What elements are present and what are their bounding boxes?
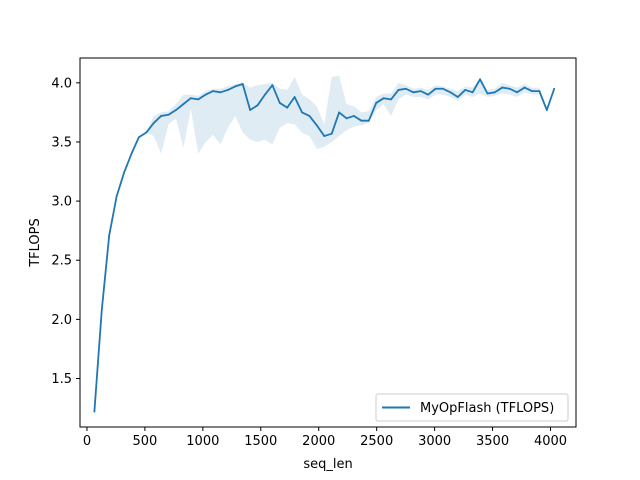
x-tick-label: 2500 [360, 434, 393, 449]
data-point [264, 93, 266, 96]
data-point [137, 136, 140, 139]
data-point [486, 92, 489, 95]
series-0-band [94, 75, 555, 412]
y-tick-label: 2.0 [51, 313, 72, 328]
data-point [449, 91, 452, 94]
data-point [360, 119, 363, 122]
data-point [501, 86, 504, 89]
x-tick-label: 1000 [186, 434, 219, 449]
y-tick-label: 1.5 [51, 372, 72, 387]
data-point [404, 87, 407, 90]
data-point [538, 90, 541, 93]
data-point [175, 109, 177, 111]
data-point [167, 113, 170, 116]
data-point [123, 171, 125, 174]
data-point [241, 83, 244, 85]
data-point [545, 109, 548, 111]
data-point [419, 90, 422, 93]
data-point [182, 103, 185, 106]
x-tick-label: 0 [83, 434, 91, 449]
y-tick-label: 4.0 [51, 76, 72, 91]
x-tick-label: 2000 [302, 434, 335, 449]
data-point [189, 97, 192, 100]
y-tick-label: 3.5 [51, 135, 72, 150]
data-point [204, 93, 207, 96]
data-point [367, 119, 370, 122]
data-point [434, 87, 437, 90]
legend-label: MyOpFlash (TFLOPS) [420, 401, 554, 416]
data-point [382, 97, 385, 100]
data-point [197, 98, 200, 101]
data-point [286, 106, 289, 109]
confidence-band-layer [94, 75, 555, 412]
data-point [330, 132, 333, 135]
data-point [353, 115, 355, 117]
data-point [427, 93, 430, 96]
series-line-layer [93, 78, 556, 413]
data-point [397, 89, 400, 91]
data-point [456, 96, 459, 98]
x-tick-label: 4000 [534, 434, 567, 449]
data-point [493, 91, 496, 94]
data-point [100, 309, 103, 311]
data-point [315, 124, 318, 127]
data-point [390, 98, 392, 101]
x-tick-label: 3000 [418, 434, 451, 449]
data-point [375, 102, 378, 104]
data-point [516, 91, 519, 94]
data-point [523, 86, 526, 89]
data-point [531, 90, 533, 93]
data-point [479, 78, 481, 81]
x-tick-label: 500 [132, 434, 157, 449]
data-point [108, 234, 111, 237]
data-point [234, 85, 237, 88]
data-point [471, 91, 474, 94]
y-axis-label: TFLOPS [28, 218, 43, 268]
data-point [130, 152, 133, 155]
plot-area-frame [79, 57, 577, 428]
data-point [271, 84, 274, 87]
data-point [219, 91, 222, 94]
data-point [301, 111, 303, 114]
x-tick-label: 1500 [244, 434, 277, 449]
x-axis: 0 500 1000 1500 2000 2500 3000 3500 4000 [83, 427, 567, 449]
data-point [412, 91, 415, 94]
data-point [553, 87, 556, 90]
data-point [212, 90, 214, 93]
data-point [308, 115, 311, 117]
data-point [160, 115, 163, 117]
data-point [256, 104, 259, 107]
data-point [152, 122, 155, 124]
data-point [293, 96, 296, 98]
data-point [278, 102, 281, 104]
data-point [249, 109, 252, 111]
data-point [338, 111, 341, 114]
data-point [93, 410, 96, 413]
data-point [145, 131, 148, 134]
legend-box [375, 393, 569, 422]
data-point [323, 135, 326, 137]
y-tick-label: 2.5 [51, 254, 72, 269]
y-axis: 1.5 2.0 2.5 3.0 3.5 4.0 [51, 76, 80, 387]
data-point [442, 87, 444, 90]
data-point [345, 117, 348, 120]
x-tick-label: 3500 [476, 434, 509, 449]
data-point [464, 89, 467, 91]
data-point [508, 87, 511, 90]
legend: MyOpFlash (TFLOPS) [375, 393, 569, 422]
data-point [115, 195, 118, 198]
x-axis-label: seq_len [303, 457, 352, 472]
data-point [226, 89, 229, 91]
y-tick-label: 3.0 [51, 195, 72, 210]
